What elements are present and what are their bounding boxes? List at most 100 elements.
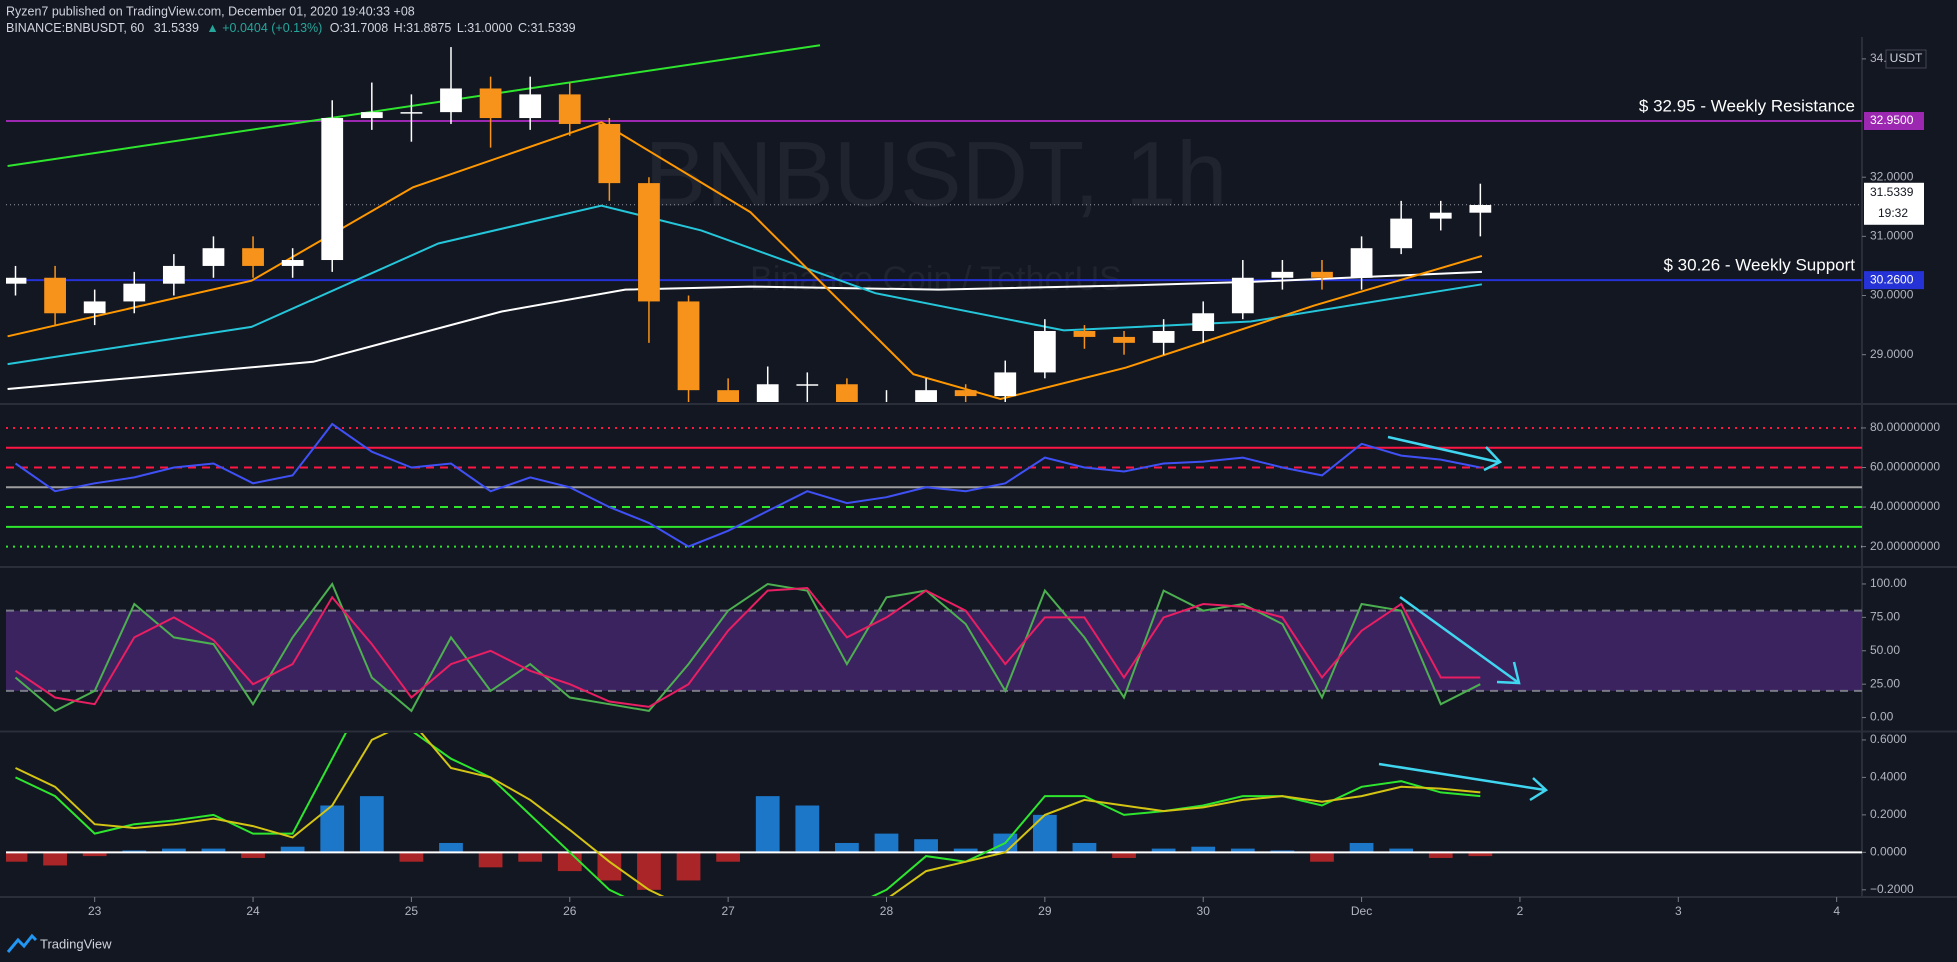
open: O:31.7008 <box>330 21 388 35</box>
separators <box>0 37 1957 898</box>
series-line <box>14 581 1481 713</box>
arrow-head <box>1496 661 1521 685</box>
candle-body <box>162 265 185 284</box>
histogram-bar <box>953 848 978 853</box>
histogram-bar <box>201 848 226 853</box>
candle-body <box>677 301 700 391</box>
candle-body <box>519 94 542 119</box>
candle-body <box>558 94 581 124</box>
y-tick-label: 31.0000 <box>1870 229 1914 243</box>
histogram-bar <box>43 852 67 866</box>
arrow-head <box>1529 777 1549 802</box>
candle-body <box>44 277 66 314</box>
x-tick-label: 28 <box>880 904 894 918</box>
arrow-head <box>1483 446 1503 472</box>
candle-body <box>994 372 1017 397</box>
candle-body <box>915 390 937 402</box>
moving-average <box>7 204 1483 366</box>
candle-body <box>321 118 344 261</box>
price-axis: 20.00000000 40.00000000 60.00000000 80.0000… <box>1862 420 1940 553</box>
brand: TradingView <box>40 936 112 951</box>
candle-body <box>1271 271 1294 278</box>
histogram-bar <box>637 852 661 890</box>
histogram-bar <box>1389 848 1414 853</box>
moving-average <box>7 44 821 167</box>
price: 31.5339 <box>154 21 199 35</box>
candle-body <box>1429 212 1452 219</box>
histogram-bar <box>1072 842 1097 853</box>
histogram-bar <box>478 852 503 868</box>
candle-body <box>1350 248 1373 278</box>
last-price-label: 31.5339 <box>1870 185 1914 199</box>
last-price-tag <box>1864 182 1924 225</box>
candle-body <box>1073 331 1096 337</box>
histogram-bar <box>1230 848 1255 853</box>
y-tick-label: 0.4000 <box>1870 770 1907 784</box>
logo <box>6 933 38 953</box>
footer-logo: TradingView <box>6 933 112 953</box>
histogram-bar <box>320 805 345 853</box>
level-tag-label: 30.2600 <box>1870 272 1914 286</box>
candle-body <box>1390 218 1413 249</box>
trend-arrow <box>1399 595 1520 685</box>
publisher: Ryzen7 published on TradingView.com, Dec… <box>6 4 415 18</box>
histogram-bar <box>399 852 424 862</box>
histogram-bar <box>82 852 107 857</box>
y-tick-label: 100.00 <box>1870 576 1907 590</box>
moving-average <box>7 270 1482 390</box>
candle-body <box>717 390 740 402</box>
candle-body <box>1192 313 1215 332</box>
change: ▲ +0.0404 (+0.13%) <box>206 21 322 35</box>
candle-body <box>202 248 225 266</box>
candle-body <box>954 390 977 397</box>
histogram-bar <box>1349 842 1374 853</box>
price-axis: 29.000030.000031.000032.000034.000032.95… <box>1862 49 1927 361</box>
histogram-bar <box>1310 852 1334 862</box>
candle-body <box>1311 271 1333 278</box>
histogram-bar <box>1191 846 1216 853</box>
candle-body <box>1152 331 1175 343</box>
x-tick-label: 27 <box>721 904 735 918</box>
histogram-bar <box>874 833 899 853</box>
y-tick-label: 25.00 <box>1870 676 1900 690</box>
watermark-subtitle: Binance Coin / TetherUS <box>750 260 1122 298</box>
candle-body <box>598 123 621 184</box>
histogram-bar <box>1032 814 1057 853</box>
x-tick-label: 25 <box>405 904 419 918</box>
y-tick-label: 20.00000000 <box>1870 539 1940 553</box>
level-tag-label: 32.9500 <box>1870 113 1914 127</box>
y-tick-label: 75.00 <box>1870 610 1900 624</box>
x-tick-label: 2 <box>1517 904 1524 918</box>
histogram-bar <box>1151 848 1176 853</box>
panels: BNBUSDT, 1h Binance Coin / TetherUS $ 32.9… <box>6 44 1940 918</box>
candle-body <box>756 384 779 402</box>
trend-arrow <box>1387 435 1499 464</box>
trend-arrow <box>1378 762 1546 792</box>
panel <box>6 581 1862 713</box>
histogram-bar <box>597 852 622 881</box>
candle-body <box>400 112 423 114</box>
histogram-bar <box>835 842 859 853</box>
x-tick-label: 30 <box>1197 904 1211 918</box>
series-line <box>14 586 1481 708</box>
y-tick-label: 32.0000 <box>1870 169 1914 183</box>
y-tick-label: 0.2000 <box>1870 807 1907 821</box>
y-tick-label: 50.00 <box>1870 643 1900 657</box>
histogram-bar <box>676 852 701 881</box>
candle-body <box>1033 331 1056 373</box>
y-tick-label: 29.0000 <box>1870 347 1914 361</box>
candle-body <box>479 88 502 119</box>
y-tick-label: 60.00000000 <box>1870 460 1940 474</box>
candle-body <box>1113 336 1135 343</box>
y-tick-label: 40.00000000 <box>1870 499 1940 513</box>
series-line <box>15 733 1481 896</box>
histogram-bar <box>795 805 820 853</box>
candle-body <box>6 277 27 284</box>
histogram-bar <box>716 852 741 862</box>
candle-body <box>360 112 383 119</box>
y-tick-label: 30.0000 <box>1870 288 1914 302</box>
panel <box>6 422 1862 548</box>
x-tick-label: 4 <box>1833 904 1840 918</box>
level-note: $ 30.26 - Weekly Support <box>1663 256 1855 275</box>
